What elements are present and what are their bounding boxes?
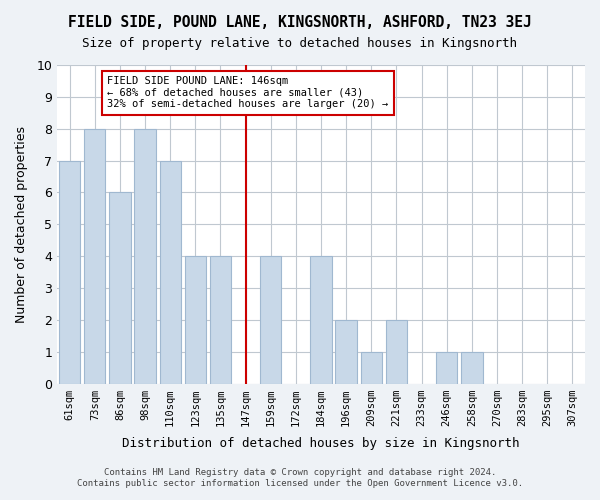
Bar <box>210 256 231 384</box>
Text: Contains HM Land Registry data © Crown copyright and database right 2024.
Contai: Contains HM Land Registry data © Crown c… <box>77 468 523 487</box>
Bar <box>160 160 181 384</box>
Bar <box>134 128 156 384</box>
Bar <box>260 256 281 384</box>
Bar <box>335 320 357 384</box>
Bar <box>386 320 407 384</box>
Bar <box>436 352 457 384</box>
X-axis label: Distribution of detached houses by size in Kingsnorth: Distribution of detached houses by size … <box>122 437 520 450</box>
Y-axis label: Number of detached properties: Number of detached properties <box>15 126 28 323</box>
Text: FIELD SIDE POUND LANE: 146sqm
← 68% of detached houses are smaller (43)
32% of s: FIELD SIDE POUND LANE: 146sqm ← 68% of d… <box>107 76 389 110</box>
Text: Size of property relative to detached houses in Kingsnorth: Size of property relative to detached ho… <box>83 38 517 51</box>
Bar <box>310 256 332 384</box>
Bar <box>109 192 131 384</box>
Bar <box>461 352 482 384</box>
Bar <box>59 160 80 384</box>
Bar <box>185 256 206 384</box>
Bar <box>361 352 382 384</box>
Text: FIELD SIDE, POUND LANE, KINGSNORTH, ASHFORD, TN23 3EJ: FIELD SIDE, POUND LANE, KINGSNORTH, ASHF… <box>68 15 532 30</box>
Bar <box>84 128 106 384</box>
